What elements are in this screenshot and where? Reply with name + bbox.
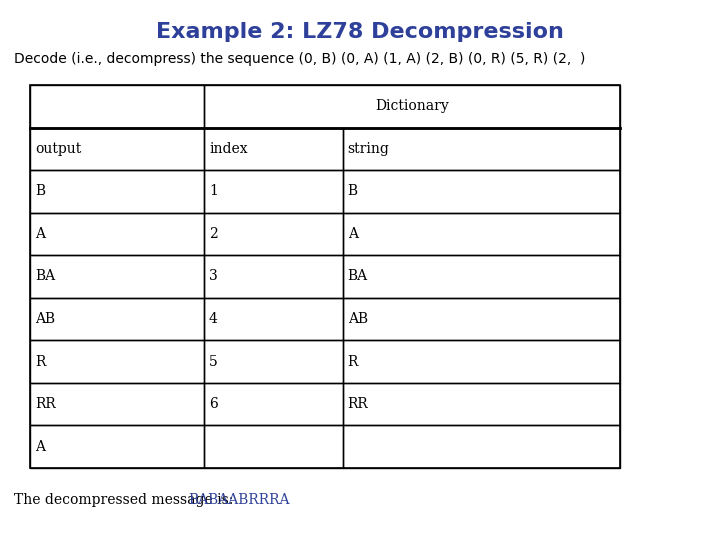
Bar	[30, 383, 204, 426]
Text: B: B	[35, 184, 45, 198]
Text: Example 2: LZ78 Decompression: Example 2: LZ78 Decompression	[156, 22, 564, 42]
Text: The decompressed message is:: The decompressed message is:	[14, 493, 238, 507]
Bar	[204, 383, 343, 426]
Text: 5: 5	[209, 355, 217, 369]
Bar	[343, 213, 620, 255]
Bar	[204, 127, 343, 170]
Text: string: string	[348, 142, 390, 156]
Text: Decode (i.e., decompress) the sequence (0, B) (0, A) (1, A) (2, B) (0, R) (5, R): Decode (i.e., decompress) the sequence (…	[14, 52, 585, 66]
Text: R: R	[35, 355, 45, 369]
Bar	[343, 426, 620, 468]
Text: BA: BA	[348, 269, 368, 284]
Text: 3: 3	[209, 269, 217, 284]
Bar	[30, 127, 204, 170]
Bar	[30, 426, 204, 468]
Text: index: index	[209, 142, 248, 156]
Text: Dictionary: Dictionary	[375, 99, 449, 113]
Text: BABAABRRRA: BABAABRRRA	[188, 493, 289, 507]
Text: R: R	[348, 355, 358, 369]
Bar	[343, 298, 620, 340]
Text: RR: RR	[35, 397, 55, 411]
Text: RR: RR	[348, 397, 369, 411]
Text: A: A	[35, 440, 45, 454]
Bar	[204, 426, 343, 468]
Text: 6: 6	[209, 397, 217, 411]
Bar	[343, 383, 620, 426]
Text: A: A	[35, 227, 45, 241]
Text: 1: 1	[209, 184, 218, 198]
Text: 2: 2	[209, 227, 217, 241]
Text: B: B	[348, 184, 358, 198]
Bar	[204, 213, 343, 255]
Text: output: output	[35, 142, 81, 156]
Bar	[30, 170, 204, 213]
Text: AB: AB	[35, 312, 55, 326]
Bar	[30, 340, 204, 383]
Bar	[30, 213, 204, 255]
Bar	[204, 255, 343, 298]
Bar	[30, 255, 204, 298]
Text: AB: AB	[348, 312, 368, 326]
Text: A: A	[348, 227, 358, 241]
Bar	[30, 85, 620, 468]
Bar	[30, 85, 204, 127]
Bar	[343, 127, 620, 170]
Bar	[204, 298, 343, 340]
Bar	[204, 85, 620, 127]
Text: BA: BA	[35, 269, 55, 284]
Bar	[343, 170, 620, 213]
Bar	[204, 340, 343, 383]
Bar	[343, 340, 620, 383]
Bar	[343, 255, 620, 298]
Bar	[30, 298, 204, 340]
Bar	[204, 170, 343, 213]
Text: 4: 4	[209, 312, 218, 326]
